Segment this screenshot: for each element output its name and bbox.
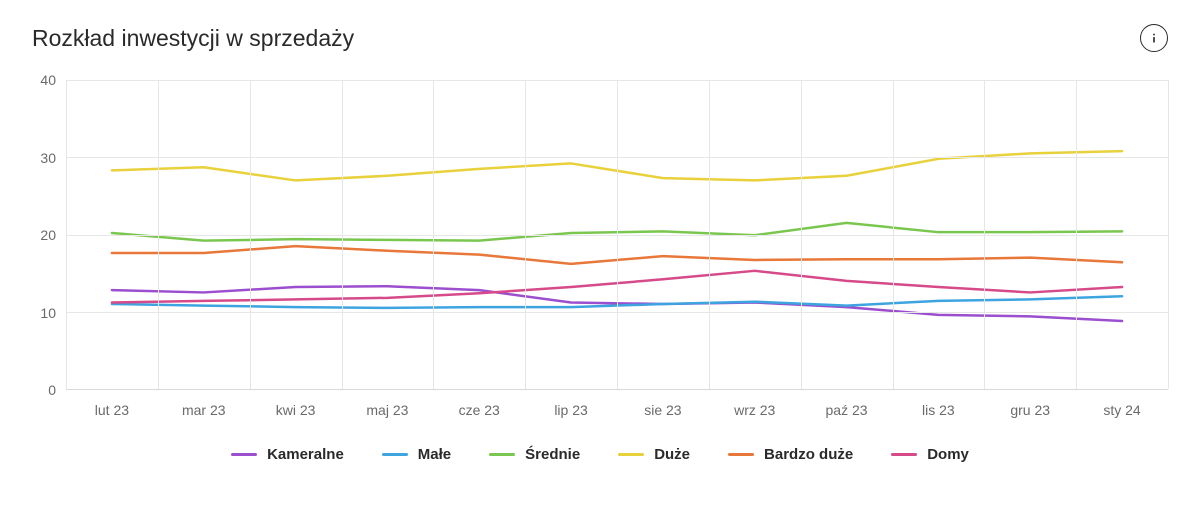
gridline-vertical bbox=[709, 80, 710, 389]
legend-swatch bbox=[618, 453, 644, 456]
gridline-vertical bbox=[158, 80, 159, 389]
y-tick-label: 20 bbox=[40, 227, 56, 243]
legend-swatch bbox=[728, 453, 754, 456]
legend-swatch bbox=[382, 453, 408, 456]
legend-label: Małe bbox=[418, 446, 451, 463]
legend-item[interactable]: Kameralne bbox=[231, 446, 344, 463]
x-tick-label: maj 23 bbox=[341, 402, 433, 418]
legend-item[interactable]: Domy bbox=[891, 446, 969, 463]
legend-label: Bardzo duże bbox=[764, 446, 853, 463]
y-tick-label: 10 bbox=[40, 305, 56, 321]
x-tick-label: lis 23 bbox=[892, 402, 984, 418]
y-tick-label: 0 bbox=[48, 382, 56, 398]
x-tick-label: kwi 23 bbox=[250, 402, 342, 418]
gridline-vertical bbox=[893, 80, 894, 389]
chart-title: Rozkład inwestycji w sprzedaży bbox=[32, 25, 354, 52]
plot-area bbox=[66, 80, 1168, 390]
legend-label: Domy bbox=[927, 446, 969, 463]
x-tick-label: sie 23 bbox=[617, 402, 709, 418]
x-axis: lut 23mar 23kwi 23maj 23cze 23lip 23sie … bbox=[66, 402, 1168, 418]
x-tick-label: gru 23 bbox=[984, 402, 1076, 418]
legend-label: Duże bbox=[654, 446, 690, 463]
x-tick-label: wrz 23 bbox=[709, 402, 801, 418]
legend-swatch bbox=[891, 453, 917, 456]
x-tick-label: lip 23 bbox=[525, 402, 617, 418]
gridline-vertical bbox=[250, 80, 251, 389]
legend-swatch bbox=[231, 453, 257, 456]
legend-item[interactable]: Duże bbox=[618, 446, 690, 463]
gridline-vertical bbox=[433, 80, 434, 389]
gridline-vertical bbox=[801, 80, 802, 389]
legend-item[interactable]: Małe bbox=[382, 446, 451, 463]
y-tick-label: 30 bbox=[40, 150, 56, 166]
gridline-vertical bbox=[342, 80, 343, 389]
legend-swatch bbox=[489, 453, 515, 456]
gridline-vertical bbox=[617, 80, 618, 389]
gridline-vertical bbox=[66, 80, 67, 389]
x-tick-label: mar 23 bbox=[158, 402, 250, 418]
x-tick-label: lut 23 bbox=[66, 402, 158, 418]
info-icon bbox=[1147, 31, 1161, 45]
x-tick-label: cze 23 bbox=[433, 402, 525, 418]
legend: Kameralne Małe Średnie Duże Bardzo duże Domy bbox=[32, 446, 1168, 463]
line-chart: 010203040 bbox=[32, 80, 1168, 390]
y-axis: 010203040 bbox=[32, 80, 66, 390]
gridline-vertical bbox=[525, 80, 526, 389]
x-tick-label: paź 23 bbox=[801, 402, 893, 418]
gridline-vertical bbox=[984, 80, 985, 389]
y-tick-label: 40 bbox=[40, 72, 56, 88]
legend-item[interactable]: Bardzo duże bbox=[728, 446, 853, 463]
gridline-vertical bbox=[1168, 80, 1169, 389]
legend-item[interactable]: Średnie bbox=[489, 446, 580, 463]
info-button[interactable] bbox=[1140, 24, 1168, 52]
legend-label: Średnie bbox=[525, 446, 580, 463]
legend-label: Kameralne bbox=[267, 446, 344, 463]
x-tick-label: sty 24 bbox=[1076, 402, 1168, 418]
gridline-vertical bbox=[1076, 80, 1077, 389]
